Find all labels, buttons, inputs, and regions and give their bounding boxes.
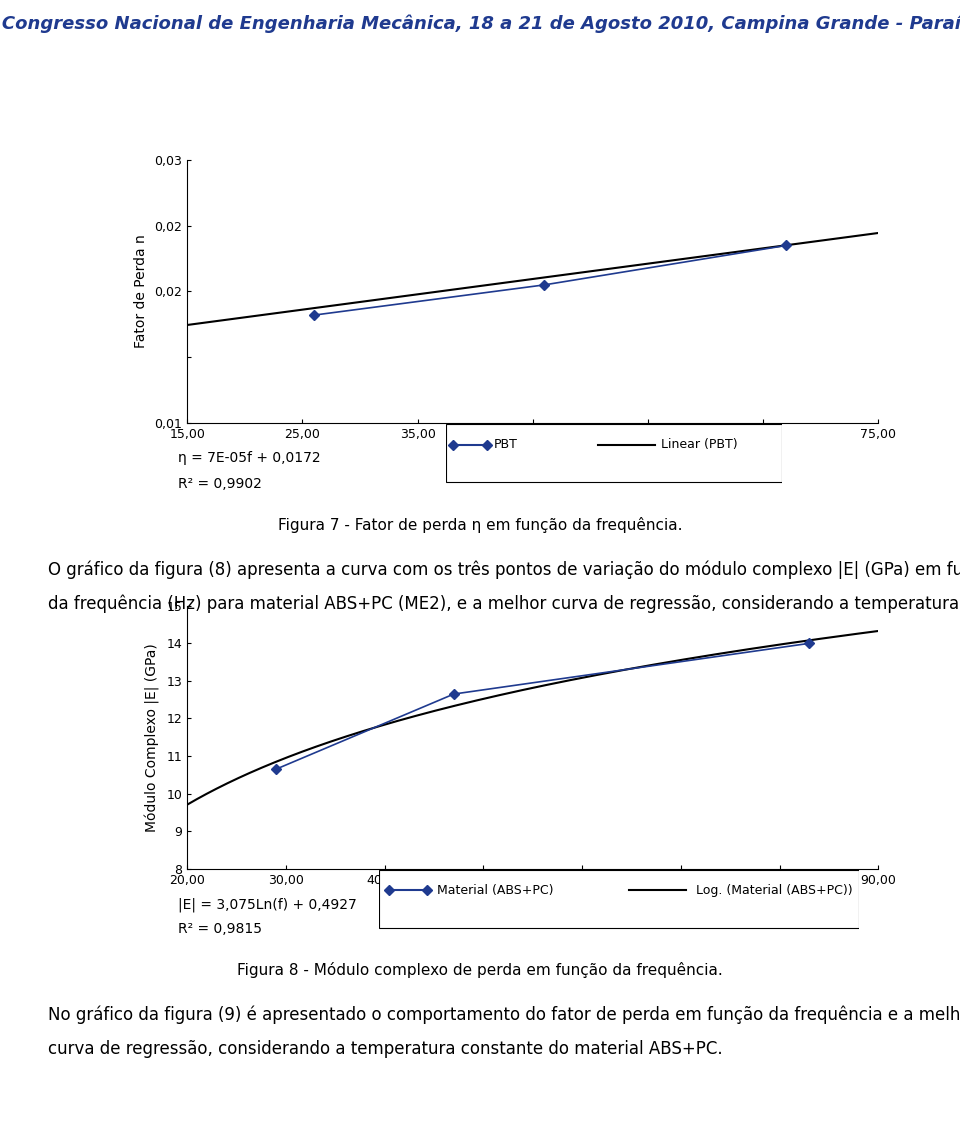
Text: Figura 8 - Módulo complexo de perda em função da frequência.: Figura 8 - Módulo complexo de perda em f… xyxy=(237,962,723,978)
X-axis label: f (Hz): f (Hz) xyxy=(511,446,555,461)
Text: Linear (PBT): Linear (PBT) xyxy=(661,438,738,451)
Text: Log. (Material (ABS+PC)): Log. (Material (ABS+PC)) xyxy=(696,884,852,897)
Text: VI Congresso Nacional de Engenharia Mecânica, 18 a 21 de Agosto 2010, Campina Gr: VI Congresso Nacional de Engenharia Mecâ… xyxy=(0,15,960,33)
FancyBboxPatch shape xyxy=(446,424,782,482)
Text: curva de regressão, considerando a temperatura constante do material ABS+PC.: curva de regressão, considerando a tempe… xyxy=(48,1040,723,1058)
Y-axis label: Fator de Perda n: Fator de Perda n xyxy=(133,234,148,349)
Text: R² = 0,9902: R² = 0,9902 xyxy=(178,477,261,490)
Text: R² = 0,9815: R² = 0,9815 xyxy=(178,922,261,936)
Text: da frequência (Hz) para material ABS+PC (ME2), e a melhor curva de regressão, co: da frequência (Hz) para material ABS+PC … xyxy=(48,594,960,613)
Text: No gráfico da figura (9) é apresentado o comportamento do fator de perda em funç: No gráfico da figura (9) é apresentado o… xyxy=(48,1006,960,1024)
Text: Material (ABS+PC): Material (ABS+PC) xyxy=(437,884,553,897)
Text: O gráfico da figura (8) apresenta a curva com os três pontos de variação do módu: O gráfico da figura (8) apresenta a curv… xyxy=(48,560,960,578)
X-axis label: f (Hz): f (Hz) xyxy=(511,892,555,906)
Text: PBT: PBT xyxy=(493,438,517,451)
Text: Figura 7 - Fator de perda η em função da frequência.: Figura 7 - Fator de perda η em função da… xyxy=(277,517,683,533)
Text: |E| = 3,075Ln(f) + 0,4927: |E| = 3,075Ln(f) + 0,4927 xyxy=(178,897,356,912)
Y-axis label: Módulo Complexo |E| (GPa): Módulo Complexo |E| (GPa) xyxy=(145,642,159,832)
Text: η = 7E-05f + 0,0172: η = 7E-05f + 0,0172 xyxy=(178,451,321,465)
FancyBboxPatch shape xyxy=(379,870,859,928)
